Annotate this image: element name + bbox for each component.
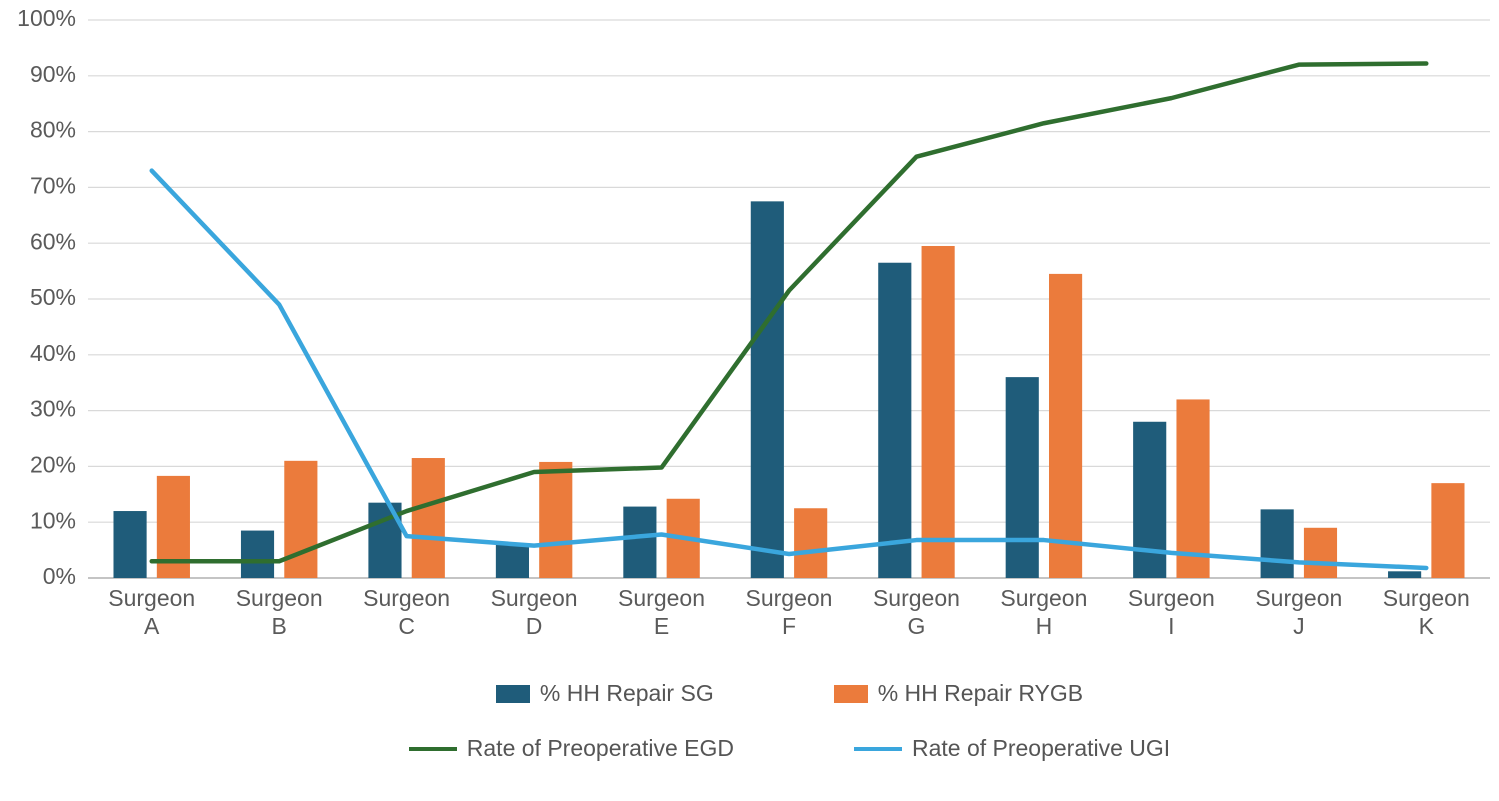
- bar: [284, 461, 317, 578]
- legend-swatch-rect: [496, 685, 530, 703]
- bar: [1431, 483, 1464, 578]
- legend-swatch-line: [854, 747, 902, 751]
- bar: [878, 263, 911, 578]
- bar: [241, 531, 274, 578]
- bar: [751, 201, 784, 578]
- bar: [496, 545, 529, 578]
- bar: [1006, 377, 1039, 578]
- y-tick-label: 90%: [30, 61, 76, 87]
- legend-label: % HH Repair SG: [540, 680, 714, 707]
- bar: [539, 462, 572, 578]
- bar: [794, 508, 827, 578]
- y-tick-label: 10%: [30, 507, 76, 533]
- bar: [113, 511, 146, 578]
- bar: [1304, 528, 1337, 578]
- legend-label: Rate of Preoperative UGI: [912, 735, 1170, 762]
- surgeon-chart: 0%10%20%30%40%50%60%70%80%90%100%Surgeon…: [0, 0, 1499, 772]
- y-tick-label: 40%: [30, 340, 76, 366]
- bar: [1261, 509, 1294, 578]
- bar: [922, 246, 955, 578]
- y-tick-label: 80%: [30, 117, 76, 143]
- legend-item: Rate of Preoperative EGD: [409, 735, 734, 762]
- y-tick-label: 70%: [30, 172, 76, 198]
- bar: [1388, 571, 1421, 578]
- y-tick-label: 50%: [30, 284, 76, 310]
- bar: [1049, 274, 1082, 578]
- legend-label: % HH Repair RYGB: [878, 680, 1083, 707]
- legend-item: Rate of Preoperative UGI: [854, 735, 1170, 762]
- y-tick-label: 60%: [30, 228, 76, 254]
- y-tick-label: 100%: [17, 5, 76, 31]
- bar: [412, 458, 445, 578]
- bar: [1133, 422, 1166, 578]
- bar: [1176, 399, 1209, 578]
- chart-legend: % HH Repair SG % HH Repair RYGB Rate of Pr…: [0, 672, 1499, 772]
- legend-swatch-line: [409, 747, 457, 751]
- legend-item: % HH Repair RYGB: [834, 680, 1083, 707]
- legend-item: % HH Repair SG: [496, 680, 714, 707]
- bar: [623, 507, 656, 578]
- y-tick-label: 30%: [30, 396, 76, 422]
- y-tick-label: 0%: [43, 563, 76, 589]
- legend-label: Rate of Preoperative EGD: [467, 735, 734, 762]
- y-tick-label: 20%: [30, 451, 76, 477]
- legend-swatch-rect: [834, 685, 868, 703]
- chart-canvas: 0%10%20%30%40%50%60%70%80%90%100%Surgeon…: [0, 0, 1499, 652]
